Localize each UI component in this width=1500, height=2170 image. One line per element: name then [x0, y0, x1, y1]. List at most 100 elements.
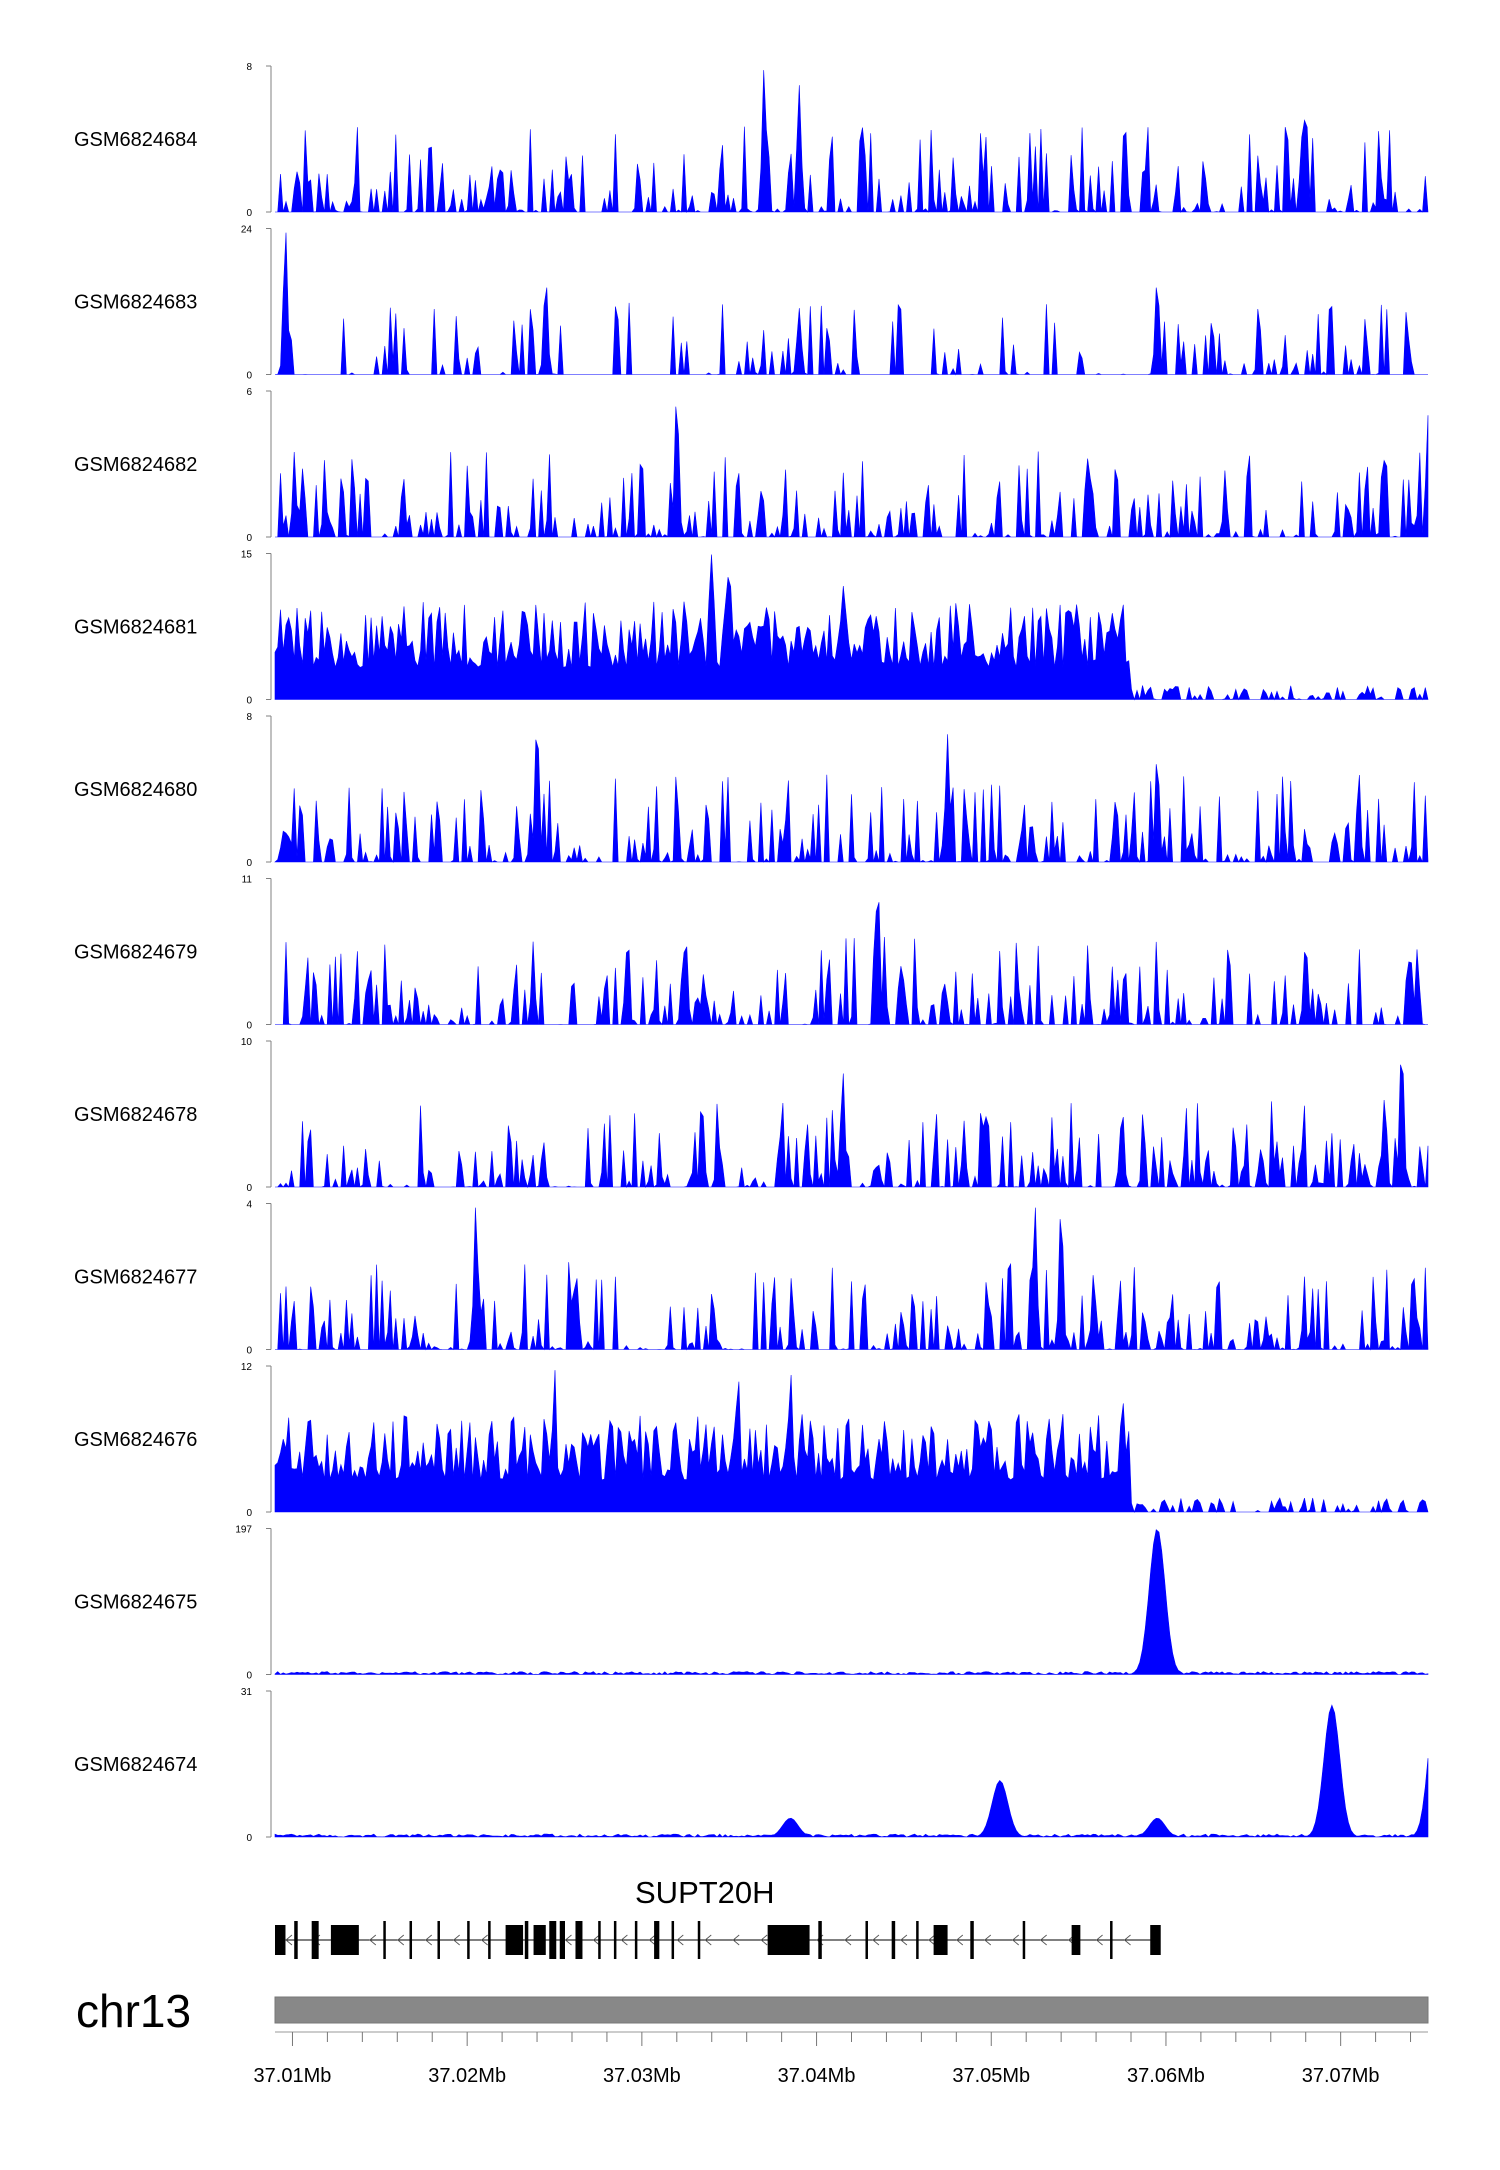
signal-area	[275, 70, 1429, 214]
track-label: GSM6824677	[74, 1267, 197, 1289]
x-tick-label: 37.06Mb	[1127, 2065, 1205, 2087]
gene-exon	[818, 1921, 822, 1959]
gene-exon	[533, 1925, 546, 1955]
strand-arrow	[732, 1934, 740, 1946]
x-tick-label: 37.04Mb	[778, 2065, 856, 2087]
gene-exon	[505, 1925, 524, 1955]
gene-exon	[559, 1921, 565, 1959]
gene-exon	[467, 1921, 470, 1959]
track-GSM6824677: GSM6824677 4 0	[74, 1200, 1429, 1357]
gene-track: SUPT20H	[275, 1875, 1161, 1959]
gene-exon	[311, 1921, 319, 1959]
chromosome-band	[274, 1996, 1429, 2024]
y-tick-label-min: 0	[246, 208, 252, 219]
chromosome-label: chr13	[76, 1985, 191, 2037]
gene-exon	[383, 1921, 386, 1959]
signal-area	[274, 232, 1428, 376]
track-label: GSM6824680	[74, 779, 197, 801]
strand-arrow	[1095, 1934, 1103, 1946]
gene-exon	[1150, 1925, 1161, 1955]
strand-arrow	[648, 1934, 656, 1946]
gene-name-label: SUPT20H	[635, 1875, 775, 1910]
y-tick-label-min: 0	[246, 533, 252, 544]
strand-arrow	[1123, 1934, 1131, 1946]
track-label: GSM6824674	[74, 1754, 197, 1776]
track-GSM6824674: GSM6824674 31 0	[74, 1687, 1429, 1844]
gene-exon	[524, 1921, 529, 1959]
track-label: GSM6824681	[74, 617, 197, 639]
track-GSM6824679: GSM6824679 11 0	[74, 875, 1428, 1032]
track-label: GSM6824684	[74, 129, 197, 151]
x-tick-label: 37.01Mb	[254, 2065, 332, 2087]
signal-area	[275, 1207, 1429, 1351]
strand-arrow	[704, 1934, 712, 1946]
track-GSM6824682: GSM6824682 6 0	[74, 387, 1429, 544]
gene-exon	[1022, 1921, 1026, 1959]
strand-arrow	[480, 1934, 488, 1946]
strand-arrow	[956, 1934, 964, 1946]
track-GSM6824678: GSM6824678 10 0	[74, 1037, 1429, 1194]
gene-exon	[598, 1921, 601, 1959]
gene-exon	[1110, 1921, 1113, 1959]
chromosome-ideogram: chr13	[76, 1985, 1429, 2037]
signal-area	[275, 406, 1429, 539]
x-tick-label: 37.07Mb	[1302, 2065, 1380, 2087]
x-tick-label: 37.02Mb	[428, 2065, 506, 2087]
track-label: GSM6824682	[74, 454, 197, 476]
y-tick-label-max: 24	[241, 225, 253, 236]
gene-exon	[437, 1921, 440, 1959]
y-tick-label-min: 0	[246, 1833, 252, 1844]
y-tick-label-max: 31	[241, 1687, 253, 1698]
track-label: GSM6824676	[74, 1429, 197, 1451]
y-tick-label-min: 0	[246, 1671, 252, 1682]
gene-exon	[891, 1921, 896, 1959]
y-tick-label-min: 0	[246, 1021, 252, 1032]
gene-exon	[488, 1921, 491, 1959]
track-label: GSM6824675	[74, 1592, 197, 1614]
signal-area	[274, 734, 1429, 864]
y-tick-label-max: 8	[246, 712, 252, 723]
signal-area	[275, 902, 1428, 1026]
strand-arrow	[1012, 1934, 1020, 1946]
gene-exon	[916, 1921, 919, 1959]
gene-exon	[865, 1921, 868, 1959]
gene-exon	[697, 1921, 701, 1959]
y-tick-label-min: 0	[246, 371, 252, 382]
gene-exon	[613, 1921, 617, 1959]
signal-area	[275, 1064, 1429, 1189]
gene-exon	[294, 1921, 298, 1959]
gene-exon	[654, 1921, 660, 1959]
track-label: GSM6824678	[74, 1104, 197, 1126]
gene-exon	[409, 1921, 413, 1959]
track-GSM6824680: GSM6824680 8 0	[74, 712, 1429, 869]
track-GSM6824683: GSM6824683 24 0	[74, 225, 1428, 382]
strand-arrow	[1039, 1934, 1047, 1946]
strand-arrow	[676, 1934, 684, 1946]
strand-arrow	[369, 1934, 377, 1946]
y-tick-label-min: 0	[246, 1183, 252, 1194]
gene-exon	[330, 1925, 359, 1955]
y-tick-label-max: 197	[235, 1525, 252, 1536]
y-tick-label-min: 0	[246, 1508, 252, 1519]
gene-exon	[1071, 1925, 1081, 1955]
gene-exon	[671, 1921, 675, 1959]
strand-arrow	[928, 1934, 936, 1946]
gene-exon	[549, 1921, 557, 1959]
strand-arrow	[425, 1934, 433, 1946]
gene-exon	[767, 1925, 810, 1955]
track-GSM6824676: GSM6824676 12 0	[74, 1362, 1429, 1519]
gene-exon	[970, 1921, 974, 1959]
track-GSM6824675: GSM6824675 197 0	[74, 1525, 1429, 1682]
strand-arrow	[900, 1934, 908, 1946]
signal-tracks: GSM682468480GSM6824683240GSM682468260GSM…	[74, 62, 1429, 1844]
gene-exon	[634, 1921, 638, 1959]
strand-arrow	[872, 1934, 880, 1946]
strand-arrow	[620, 1934, 628, 1946]
strand-arrow	[760, 1934, 768, 1946]
signal-area	[274, 1529, 1429, 1675]
track-GSM6824681: GSM6824681 15 0	[74, 550, 1429, 707]
y-tick-label-min: 0	[246, 858, 252, 869]
y-tick-label-max: 12	[241, 1362, 253, 1373]
strand-arrow	[452, 1934, 460, 1946]
